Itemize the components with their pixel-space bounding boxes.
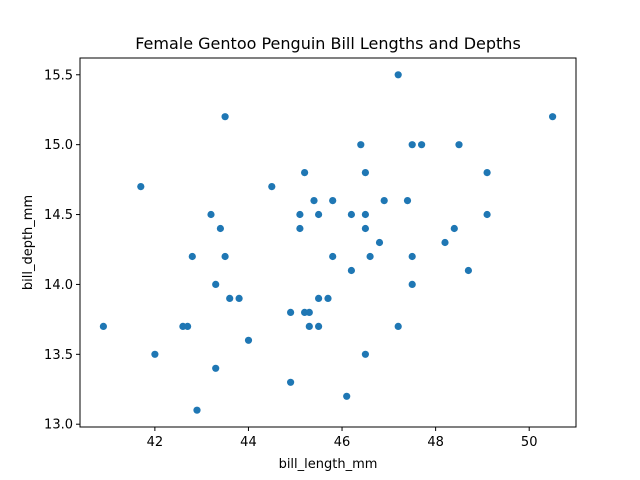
data-point [441,238,449,247]
data-point [212,280,220,288]
data-point [137,183,145,191]
data-point [329,252,337,261]
data-point [394,322,402,330]
data-point [361,169,369,177]
data-point [324,294,332,302]
data-point [483,210,491,219]
data-point [315,210,323,219]
data-point [315,322,323,330]
data-point [221,252,229,261]
data-point [268,183,276,191]
data-point [455,141,463,149]
data-point [361,350,369,358]
data-point [216,224,224,233]
y-axis: 13.0 13.5 14.0 14.5 15.0 15.5 [44,68,80,433]
data-point [366,252,374,261]
data-point [549,113,557,121]
y-tick-label: 14.5 [44,208,73,223]
data-point [357,141,365,149]
y-tick-label: 13.0 [44,418,73,433]
data-point [184,322,192,330]
data-point [408,252,416,261]
data-point [235,294,243,302]
data-point [380,197,388,205]
data-point [418,141,426,149]
x-axis-label: bill_length_mm [279,457,378,472]
data-point [287,308,295,316]
data-point [347,210,355,219]
data-point [450,224,458,233]
x-tick-label: 42 [147,435,164,450]
data-point [212,364,220,372]
data-point [221,113,229,121]
data-point [188,252,196,261]
data-point [99,322,107,330]
data-point [329,197,337,205]
data-point [483,169,491,177]
data-point [305,308,313,316]
points-layer [99,71,557,414]
data-point [375,238,384,247]
data-point [403,197,412,205]
data-point [310,197,318,205]
y-tick-label: 14.0 [44,278,73,293]
y-tick-label: 15.0 [44,138,73,153]
plot-area-frame [79,57,577,428]
data-point [207,210,215,219]
y-axis-label: bill_depth_mm [21,195,36,290]
data-point [361,210,369,219]
data-point [347,266,355,275]
data-point [408,141,416,149]
data-point [343,392,351,400]
data-point [305,322,313,330]
data-point [226,294,234,302]
data-point [193,406,201,414]
x-tick-label: 44 [240,435,257,450]
data-point [287,378,295,386]
data-point [394,71,402,79]
y-tick-label: 15.5 [44,68,73,83]
x-tick-label: 48 [427,435,444,450]
data-point [408,280,416,288]
data-point [464,266,472,275]
data-point [361,224,369,233]
x-tick-label: 46 [334,435,351,450]
data-point [244,336,253,344]
data-point [315,294,323,302]
chart-title: Female Gentoo Penguin Bill Lengths and D… [135,34,521,53]
data-point [151,350,159,358]
data-point [296,224,304,233]
x-axis: 42 44 46 48 50 [147,427,538,450]
x-tick-label: 50 [521,435,538,450]
data-point [301,169,309,177]
data-point [296,210,304,219]
y-tick-label: 13.5 [44,348,73,363]
